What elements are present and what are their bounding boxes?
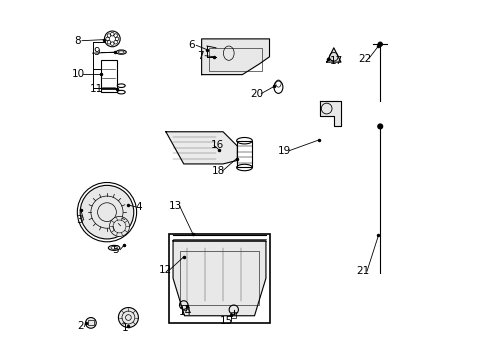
Bar <box>208 48 262 71</box>
Text: 18: 18 <box>211 166 224 176</box>
Text: 22: 22 <box>357 54 370 64</box>
Polygon shape <box>173 241 265 316</box>
Bar <box>88 320 94 325</box>
Text: 14: 14 <box>179 307 192 317</box>
Text: 10: 10 <box>72 68 85 78</box>
Text: 16: 16 <box>210 140 223 150</box>
Text: 21: 21 <box>355 266 368 276</box>
Bar <box>181 305 185 310</box>
Text: 17: 17 <box>328 57 342 66</box>
Bar <box>101 60 116 93</box>
Polygon shape <box>319 102 340 126</box>
Circle shape <box>85 318 96 328</box>
Polygon shape <box>201 39 269 75</box>
Bar <box>231 312 236 318</box>
Text: 2: 2 <box>77 321 83 332</box>
Bar <box>169 234 269 323</box>
Text: 3: 3 <box>76 215 82 225</box>
Bar <box>180 251 258 305</box>
Circle shape <box>377 42 382 46</box>
Circle shape <box>377 124 382 129</box>
Text: 5: 5 <box>112 245 119 255</box>
Text: 9: 9 <box>93 47 100 57</box>
Text: 7: 7 <box>197 51 204 61</box>
Text: 6: 6 <box>188 40 195 50</box>
Circle shape <box>118 307 138 328</box>
Text: 15: 15 <box>220 316 233 326</box>
Text: 13: 13 <box>168 201 182 211</box>
Circle shape <box>80 185 134 239</box>
Bar <box>236 141 252 167</box>
Text: 19: 19 <box>278 146 291 156</box>
Text: 20: 20 <box>250 89 263 99</box>
Polygon shape <box>165 132 237 164</box>
Text: 8: 8 <box>74 36 81 46</box>
Text: 1: 1 <box>122 323 128 333</box>
Circle shape <box>109 216 129 237</box>
Text: 11: 11 <box>90 84 103 94</box>
Text: 4: 4 <box>135 202 142 212</box>
Text: 12: 12 <box>158 265 171 275</box>
Polygon shape <box>326 48 340 62</box>
